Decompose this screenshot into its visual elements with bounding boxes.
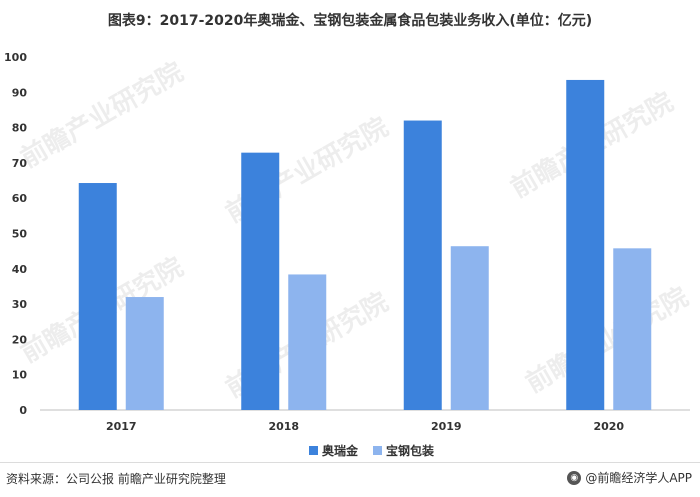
y-tick-label: 0 xyxy=(19,404,27,417)
bar xyxy=(125,297,164,410)
bar xyxy=(450,246,489,410)
y-tick-label: 80 xyxy=(12,122,28,135)
x-tick-label: 2017 xyxy=(106,420,137,433)
bar xyxy=(566,79,605,410)
y-tick-label: 90 xyxy=(12,86,28,99)
legend-label: 宝钢包装 xyxy=(386,443,434,458)
y-tick-label: 70 xyxy=(12,157,28,170)
y-tick-label: 60 xyxy=(12,192,28,205)
brand-label: ◉ @前瞻经济学人APP xyxy=(567,469,692,486)
footer-divider xyxy=(0,462,700,463)
x-tick-label: 2019 xyxy=(431,420,462,433)
bar xyxy=(241,152,280,410)
bar xyxy=(613,248,652,410)
x-tick-label: 2020 xyxy=(593,420,624,433)
y-tick-label: 40 xyxy=(12,263,28,276)
brand-text: @前瞻经济学人APP xyxy=(585,471,692,485)
y-tick-label: 20 xyxy=(12,333,28,346)
legend-swatch xyxy=(373,446,382,455)
y-tick-label: 30 xyxy=(12,298,28,311)
source-text: 资料来源：公司公报 前瞻产业研究院整理 xyxy=(6,472,226,486)
y-tick-label: 10 xyxy=(12,369,28,382)
x-tick-label: 2018 xyxy=(268,420,299,433)
brand-logo-icon: ◉ xyxy=(567,470,582,485)
bar-chart: 0 10 20 30 40 50 60 70 80 90 100 2017 2018 2019 2020 奥瑞… xyxy=(4,51,690,458)
y-tick-label: 50 xyxy=(12,228,28,241)
bar xyxy=(78,183,117,410)
legend-label: 奥瑞金 xyxy=(322,443,359,458)
bar xyxy=(403,120,442,410)
bar xyxy=(288,274,327,410)
chart-title: 图表9：2017-2020年奥瑞金、宝钢包装金属食品包装业务收入(单位：亿元) xyxy=(107,13,593,29)
y-tick-label: 100 xyxy=(4,51,27,64)
legend-swatch xyxy=(309,446,318,455)
